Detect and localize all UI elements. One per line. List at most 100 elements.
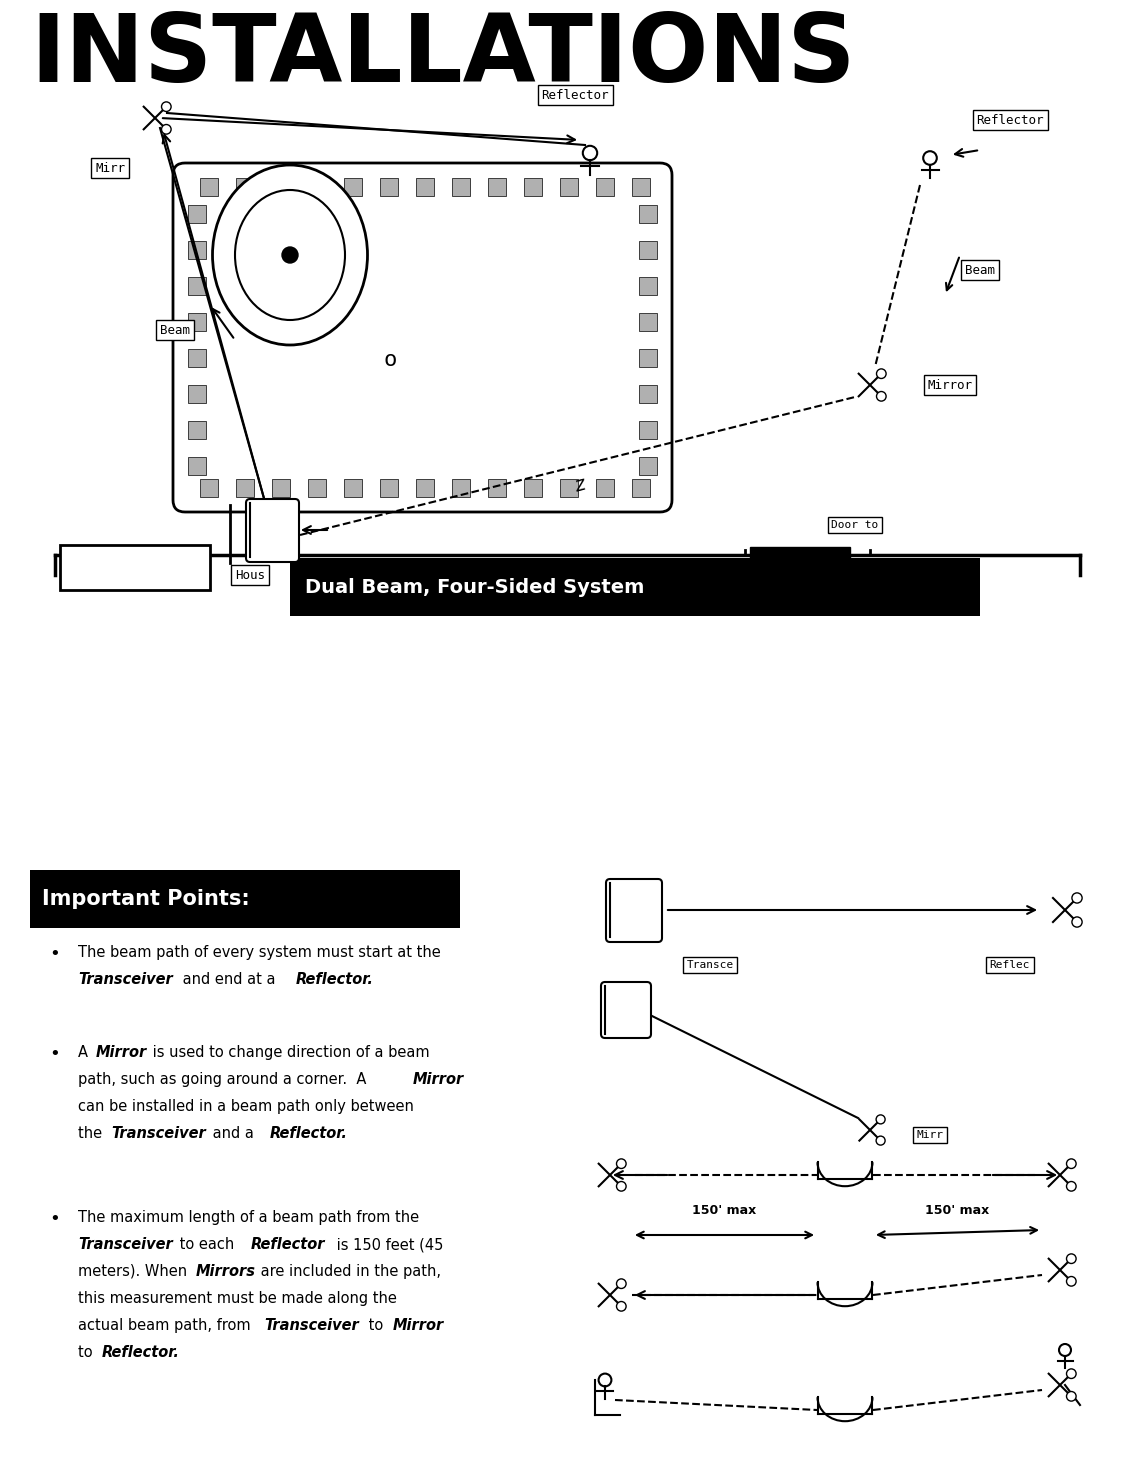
- Text: Transceiver: Transceiver: [111, 1126, 206, 1141]
- Bar: [524, 480, 542, 497]
- Bar: [30, 869, 460, 928]
- Bar: [639, 421, 657, 438]
- Text: and a: and a: [208, 1126, 258, 1141]
- Circle shape: [1072, 893, 1083, 903]
- Text: Mirror: Mirror: [393, 1318, 445, 1333]
- Circle shape: [282, 246, 298, 263]
- Bar: [560, 179, 578, 196]
- Circle shape: [1067, 1181, 1076, 1191]
- Bar: [416, 179, 433, 196]
- Text: Mirr: Mirr: [916, 1131, 943, 1139]
- Circle shape: [877, 369, 886, 378]
- Text: can be installed in a beam path only between: can be installed in a beam path only bet…: [77, 1100, 414, 1114]
- FancyBboxPatch shape: [601, 982, 651, 1038]
- Bar: [344, 179, 362, 196]
- Bar: [236, 480, 254, 497]
- Text: is 150 feet (45: is 150 feet (45: [332, 1237, 444, 1252]
- Circle shape: [1059, 1345, 1071, 1356]
- Bar: [639, 313, 657, 331]
- Bar: [639, 385, 657, 403]
- Bar: [639, 205, 657, 223]
- Text: Mirror: Mirror: [413, 1072, 464, 1086]
- Bar: [451, 179, 471, 196]
- Bar: [188, 421, 206, 438]
- FancyBboxPatch shape: [606, 880, 661, 942]
- Bar: [308, 480, 326, 497]
- Bar: [200, 179, 218, 196]
- Text: Beam: Beam: [965, 264, 995, 276]
- Text: Reflector: Reflector: [252, 1237, 326, 1252]
- Text: Beam: Beam: [159, 323, 190, 337]
- Circle shape: [876, 1114, 885, 1123]
- Ellipse shape: [212, 165, 367, 345]
- Bar: [560, 480, 578, 497]
- Text: Transceiver: Transceiver: [77, 973, 173, 987]
- Text: The beam path of every system must start at the: The beam path of every system must start…: [77, 945, 440, 959]
- Bar: [236, 179, 254, 196]
- Bar: [188, 313, 206, 331]
- Circle shape: [162, 102, 171, 112]
- Text: •: •: [49, 1045, 61, 1063]
- Text: and end at a: and end at a: [179, 973, 280, 987]
- Circle shape: [1067, 1255, 1076, 1263]
- Bar: [596, 480, 614, 497]
- Bar: [188, 385, 206, 403]
- Text: z: z: [573, 474, 587, 496]
- Text: Transceiver: Transceiver: [77, 1237, 173, 1252]
- Circle shape: [617, 1181, 627, 1191]
- Text: 150' max: 150' max: [925, 1204, 989, 1218]
- FancyBboxPatch shape: [173, 162, 672, 512]
- Text: Reflector.: Reflector.: [102, 1345, 180, 1359]
- Text: Transce: Transce: [686, 959, 733, 970]
- Text: •: •: [49, 945, 61, 962]
- Text: Reflec: Reflec: [989, 959, 1030, 970]
- Bar: [451, 480, 471, 497]
- Bar: [639, 241, 657, 258]
- Circle shape: [876, 1137, 885, 1145]
- FancyBboxPatch shape: [246, 499, 299, 562]
- Circle shape: [1072, 917, 1083, 927]
- Text: Transceiver: Transceiver: [264, 1318, 358, 1333]
- Text: is used to change direction of a beam: is used to change direction of a beam: [148, 1045, 430, 1060]
- Circle shape: [599, 1374, 611, 1386]
- Text: Mirror: Mirror: [928, 378, 973, 391]
- Bar: [380, 179, 398, 196]
- Circle shape: [1067, 1159, 1076, 1169]
- Text: Important Points:: Important Points:: [42, 889, 249, 909]
- Bar: [290, 558, 980, 615]
- Bar: [272, 179, 290, 196]
- Circle shape: [1067, 1277, 1076, 1286]
- Bar: [489, 179, 506, 196]
- Bar: [416, 480, 433, 497]
- Text: the: the: [77, 1126, 107, 1141]
- Text: INSTALLATIONS: INSTALLATIONS: [30, 10, 856, 102]
- Bar: [188, 458, 206, 475]
- Text: o: o: [383, 350, 396, 370]
- Text: Reflector: Reflector: [541, 89, 609, 102]
- Bar: [596, 179, 614, 196]
- Circle shape: [162, 124, 171, 134]
- Text: •: •: [49, 1210, 61, 1228]
- Text: actual beam path, from: actual beam path, from: [77, 1318, 255, 1333]
- Bar: [632, 480, 650, 497]
- Text: to: to: [364, 1318, 387, 1333]
- Text: to each: to each: [175, 1237, 239, 1252]
- Circle shape: [617, 1278, 627, 1289]
- Bar: [272, 480, 290, 497]
- Text: Hous: Hous: [235, 568, 265, 582]
- Circle shape: [1067, 1368, 1076, 1379]
- Bar: [188, 241, 206, 258]
- Bar: [639, 277, 657, 295]
- Text: Reflector.: Reflector.: [270, 1126, 348, 1141]
- Bar: [639, 458, 657, 475]
- Bar: [380, 480, 398, 497]
- Text: Mirrors: Mirrors: [197, 1263, 256, 1280]
- Bar: [188, 348, 206, 368]
- Text: The maximum length of a beam path from the: The maximum length of a beam path from t…: [77, 1210, 419, 1225]
- Circle shape: [617, 1159, 627, 1169]
- Text: Reflector.: Reflector.: [296, 973, 374, 987]
- Bar: [60, 545, 210, 590]
- Circle shape: [1067, 1392, 1076, 1401]
- Text: Dual Beam, Four-Sided System: Dual Beam, Four-Sided System: [305, 577, 645, 596]
- Text: 150' max: 150' max: [692, 1204, 756, 1218]
